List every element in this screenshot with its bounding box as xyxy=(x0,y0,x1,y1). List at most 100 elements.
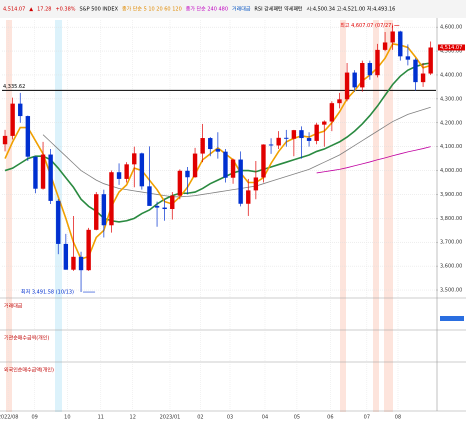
y-tick-label: 4,500.00 xyxy=(440,49,462,55)
candle-body xyxy=(185,170,190,178)
candle-body xyxy=(390,31,395,43)
toolbar-text: 시:4,500.34 고:4,521.00 저:4,493.16 xyxy=(307,6,396,13)
candle-body xyxy=(208,138,213,150)
candle-body xyxy=(398,31,403,57)
toolbar-text: S&P 500 INDEX xyxy=(80,7,119,13)
candle-body xyxy=(261,144,266,178)
band xyxy=(384,20,393,412)
candle-body xyxy=(322,121,327,125)
panel-label: 외국인순매수금액(개인) xyxy=(4,367,54,374)
candle-body xyxy=(360,63,365,88)
candle-body xyxy=(405,56,411,60)
candle-body xyxy=(86,229,91,271)
candle-body xyxy=(101,194,107,226)
candle-body xyxy=(276,137,281,146)
candle-body xyxy=(132,153,137,165)
candle-body xyxy=(10,103,15,136)
candle-body xyxy=(18,103,23,117)
candle-body xyxy=(139,153,145,187)
x-tick-label: 08 xyxy=(395,415,401,421)
candle-body xyxy=(284,137,289,139)
x-tick-label: 2022/08 xyxy=(0,415,18,421)
panel-label: 거래대금 xyxy=(4,303,23,310)
annotation: 최저 3,491.58 (10/13) xyxy=(21,289,74,296)
candle-body xyxy=(253,177,259,191)
candle-body xyxy=(94,194,99,230)
x-tick-label: 02 xyxy=(197,415,203,421)
y-tick-label: 3,700.00 xyxy=(440,240,462,246)
candle-body xyxy=(314,124,319,141)
candle-body xyxy=(223,151,228,178)
toolbar-text: 종가 단순 5 10 20 60 120 xyxy=(122,6,182,13)
candle-body xyxy=(420,73,426,83)
reference-label: 4,335.62 xyxy=(3,84,25,90)
candle-body xyxy=(337,99,342,104)
candle-body xyxy=(428,47,433,74)
last-price-label: 4,514.07 xyxy=(440,45,462,51)
candle-body xyxy=(2,135,8,145)
x-tick-label: 06 xyxy=(327,415,333,421)
x-tick-label: 12 xyxy=(130,415,136,421)
annotation: 최고 4,607.07 (07/27) xyxy=(340,22,393,29)
candle-body xyxy=(215,149,221,152)
candle-body xyxy=(375,49,380,76)
candle-body xyxy=(344,72,350,100)
candle-body xyxy=(230,159,236,178)
x-tick-label: 05 xyxy=(294,415,300,421)
candle-body xyxy=(33,156,38,189)
ma-line xyxy=(4,62,431,223)
candle-body xyxy=(192,153,198,178)
candle-body xyxy=(124,164,129,179)
ma-line xyxy=(42,106,431,198)
y-tick-label: 4,100.00 xyxy=(440,144,462,150)
y-tick-label: 3,500.00 xyxy=(440,288,462,294)
ma-line xyxy=(316,146,431,174)
x-tick-label: 2023/01 xyxy=(160,415,181,421)
candle-body xyxy=(154,205,160,208)
candle-body xyxy=(71,256,76,270)
y-tick-label: 4,400.00 xyxy=(440,72,462,78)
toolbar xyxy=(0,0,466,18)
y-tick-label: 4,600.00 xyxy=(440,25,462,31)
candle-body xyxy=(116,172,122,179)
candle-body xyxy=(109,172,114,226)
band xyxy=(373,20,379,412)
candle-body xyxy=(78,256,84,271)
candle-body xyxy=(200,138,205,154)
candle-body xyxy=(56,200,61,244)
candle-body xyxy=(177,170,183,196)
candle-body xyxy=(329,103,335,122)
toolbar-text: RSI 강세패턴 약세패턴 xyxy=(254,6,303,13)
toolbar-text: 종가 단순 240 480 xyxy=(186,6,228,13)
candle-body xyxy=(170,195,175,210)
toolbar-text: ▲ xyxy=(29,7,33,13)
toolbar-text: +0.38% xyxy=(55,7,75,13)
candle-body xyxy=(413,59,418,83)
panel-label: 기관순매수금액(개인) xyxy=(4,335,49,342)
y-tick-label: 4,300.00 xyxy=(440,96,462,102)
band xyxy=(340,20,346,412)
candle-body xyxy=(291,130,297,139)
x-tick-label: 07 xyxy=(364,415,370,421)
candle-body xyxy=(367,63,373,76)
candle-body xyxy=(352,72,357,88)
candle-body xyxy=(147,186,152,206)
candle-body xyxy=(299,130,304,139)
toolbar-text: 거래대금 xyxy=(232,6,251,13)
x-tick-label: 11 xyxy=(98,415,104,421)
candle-body xyxy=(238,159,243,204)
candle-body xyxy=(48,154,53,201)
x-tick-label: 04 xyxy=(262,415,268,421)
candle-body xyxy=(25,116,31,157)
candle-body xyxy=(306,138,312,141)
y-tick-label: 4,000.00 xyxy=(440,168,462,174)
x-tick-label: 09 xyxy=(31,415,37,421)
candle-body xyxy=(63,243,69,270)
y-tick-label: 4,200.00 xyxy=(440,120,462,126)
candle-body xyxy=(246,190,251,204)
candle-body xyxy=(268,144,274,146)
y-tick-label: 3,800.00 xyxy=(440,216,462,222)
toolbar-text: 4,514.07 xyxy=(3,7,25,13)
